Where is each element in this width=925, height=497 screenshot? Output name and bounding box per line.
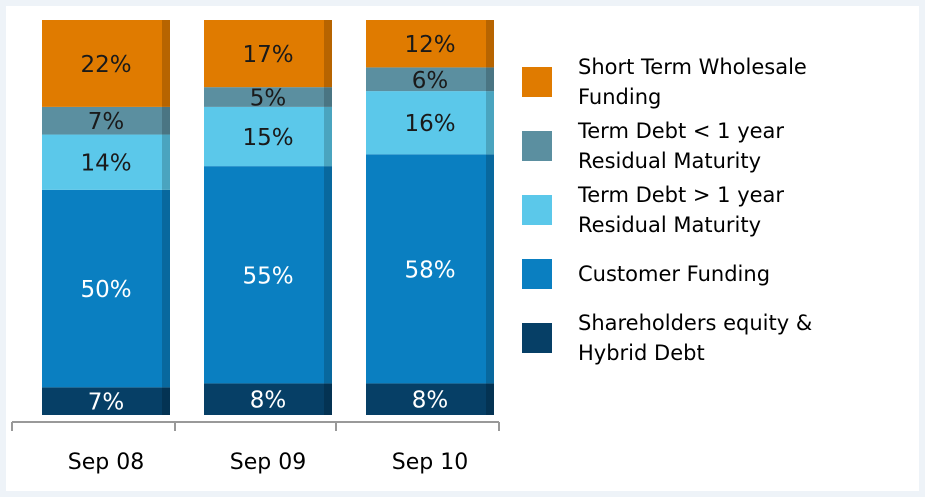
bar-segment xyxy=(42,189,170,388)
legend-swatch xyxy=(522,131,552,161)
bar-segment xyxy=(42,134,170,190)
bar-segment xyxy=(42,20,170,107)
data-label: 15% xyxy=(242,125,293,151)
bar-shade xyxy=(486,67,494,92)
bar-shade xyxy=(324,383,332,415)
legend-swatch xyxy=(522,259,552,289)
bar-shade xyxy=(162,189,170,388)
data-label: 50% xyxy=(80,277,131,303)
bar-segment xyxy=(42,106,170,135)
data-label: 7% xyxy=(88,109,125,135)
bar-shade xyxy=(162,106,170,135)
data-label: 55% xyxy=(242,263,293,289)
legend-label: Shareholders equity & Hybrid Debt xyxy=(578,311,813,365)
bar-segment xyxy=(366,67,494,92)
data-label: 14% xyxy=(80,151,131,177)
data-label: 8% xyxy=(412,388,449,414)
legend-item: Term Debt > 1 year Residual Maturity xyxy=(522,178,852,242)
bar-shade xyxy=(324,87,332,107)
bar-segment xyxy=(366,20,494,68)
x-tick-label: Sep 09 xyxy=(230,450,306,475)
bar-segment xyxy=(204,166,332,384)
legend-label: Term Debt < 1 year Residual Maturity xyxy=(578,119,785,173)
legend-label: Customer Funding xyxy=(578,262,771,286)
data-label: 22% xyxy=(80,52,131,78)
bar-shade xyxy=(162,20,170,107)
x-tick-label: Sep 10 xyxy=(392,450,468,475)
data-label: 12% xyxy=(404,32,455,58)
bar-shade xyxy=(486,91,494,155)
legend-swatch xyxy=(522,67,552,97)
data-label: 7% xyxy=(88,390,125,416)
legend-swatch xyxy=(522,323,552,353)
bar-shade xyxy=(324,166,332,384)
legend: Short Term Wholesale Funding Term Debt < … xyxy=(522,50,852,370)
data-label: 16% xyxy=(404,111,455,137)
bar-segment xyxy=(204,106,332,167)
legend-label: Short Term Wholesale Funding xyxy=(578,55,807,109)
legend-item: Short Term Wholesale Funding xyxy=(522,50,852,114)
bar-segment xyxy=(42,387,170,415)
bar-segment xyxy=(366,91,494,155)
bar-segment xyxy=(366,154,494,384)
bar-segment xyxy=(204,20,332,88)
bar-shade xyxy=(486,383,494,415)
legend-item: Customer Funding xyxy=(522,242,852,306)
legend-swatch xyxy=(522,195,552,225)
data-label: 6% xyxy=(412,68,449,94)
bar-shade xyxy=(324,106,332,167)
bar-shade xyxy=(486,154,494,384)
bar-shade xyxy=(162,134,170,190)
bar-shade xyxy=(324,20,332,88)
legend-label: Term Debt > 1 year Residual Maturity xyxy=(578,183,785,237)
bar-segment xyxy=(204,383,332,415)
bar-segment xyxy=(204,87,332,107)
bar-shade xyxy=(486,20,494,68)
x-tick-label: Sep 08 xyxy=(68,450,144,475)
bar-segment xyxy=(366,383,494,415)
legend-item: Term Debt < 1 year Residual Maturity xyxy=(522,114,852,178)
data-label: 58% xyxy=(404,257,455,283)
data-label: 8% xyxy=(250,388,287,414)
legend-item: Shareholders equity & Hybrid Debt xyxy=(522,306,852,370)
data-label: 17% xyxy=(242,42,293,68)
data-label: 5% xyxy=(250,86,287,112)
bar-shade xyxy=(162,387,170,415)
